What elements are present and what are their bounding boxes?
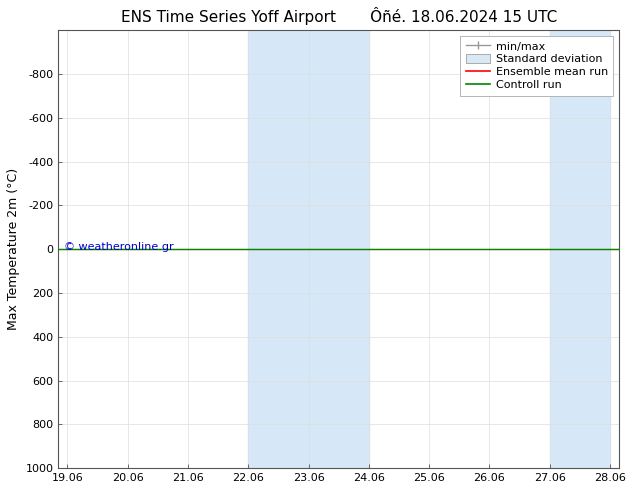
Bar (550, 30, 610, 468)
Y-axis label: Max Temperature 2m (°C): Max Temperature 2m (°C) (7, 168, 20, 330)
Bar (309, 30, 369, 468)
Bar (249, 30, 309, 468)
Legend: min/max, Standard deviation, Ensemble mean run, Controll run: min/max, Standard deviation, Ensemble me… (460, 36, 614, 96)
Text: © weatheronline.gr: © weatheronline.gr (64, 242, 174, 252)
Title: ENS Time Series Yoff Airport       Ôñé. 18.06.2024 15 UTC: ENS Time Series Yoff Airport Ôñé. 18.06.… (120, 7, 557, 25)
